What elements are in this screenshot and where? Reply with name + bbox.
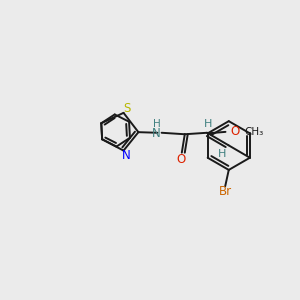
Text: O: O: [230, 125, 240, 138]
Text: S: S: [123, 102, 130, 115]
Text: H: H: [153, 119, 160, 129]
Text: H: H: [204, 119, 213, 129]
Text: N: N: [122, 148, 130, 162]
Text: H: H: [218, 148, 226, 159]
Text: N: N: [152, 127, 161, 140]
Text: CH₃: CH₃: [244, 127, 264, 137]
Text: O: O: [177, 153, 186, 166]
Text: Br: Br: [219, 185, 232, 198]
